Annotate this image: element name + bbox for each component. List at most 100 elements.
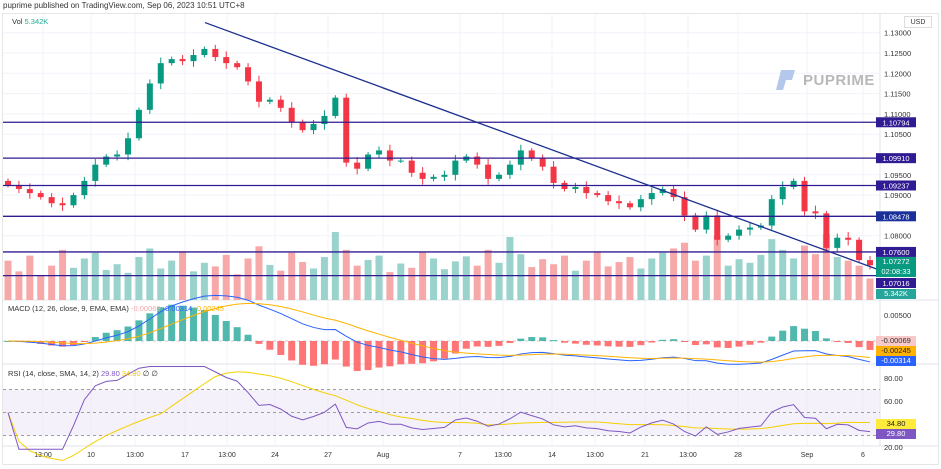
candle-body bbox=[135, 109, 142, 139]
vol-value: 5.342K bbox=[24, 17, 49, 26]
volume-bar bbox=[768, 239, 776, 300]
volume-bar bbox=[637, 268, 645, 300]
candle-body bbox=[725, 235, 732, 240]
volume-bar bbox=[168, 260, 176, 300]
volume-bar bbox=[844, 260, 852, 300]
macd-histogram-bar bbox=[811, 331, 819, 341]
candle-body bbox=[81, 180, 88, 196]
volume-bar bbox=[702, 255, 710, 300]
rsi-value: 29.80 bbox=[100, 369, 120, 378]
candle-body bbox=[441, 174, 448, 177]
trendline bbox=[204, 21, 881, 271]
volume-bar bbox=[670, 248, 678, 300]
candle-body bbox=[375, 150, 382, 155]
volume-bar bbox=[462, 256, 470, 300]
time-axis-label: 13:00 bbox=[494, 452, 512, 459]
macd-histogram-bar bbox=[255, 341, 263, 344]
candle-body bbox=[714, 215, 721, 240]
candle-body bbox=[266, 99, 273, 102]
volume-bar bbox=[495, 262, 503, 300]
volume-bar bbox=[135, 257, 143, 300]
volume-bar bbox=[735, 259, 743, 300]
macd-histogram-bar bbox=[200, 309, 208, 341]
candle-body bbox=[430, 176, 437, 179]
price-axis-label: 1.13000 bbox=[884, 29, 911, 38]
macd-histogram-bar bbox=[146, 313, 154, 341]
volume-bar bbox=[691, 260, 699, 300]
time-axis-label: 27 bbox=[324, 452, 332, 459]
macd-histogram-bar bbox=[484, 341, 492, 347]
time-axis-label: 10 bbox=[87, 452, 95, 459]
volume-bar bbox=[277, 270, 285, 300]
volume-bar bbox=[801, 245, 809, 300]
macd-histogram-bar bbox=[506, 341, 514, 344]
macd-histogram-bar bbox=[833, 341, 841, 342]
candle-body bbox=[354, 162, 361, 169]
candle-body bbox=[703, 215, 710, 230]
macd-line-value: -0.00314 bbox=[162, 304, 193, 313]
candle-body bbox=[801, 180, 808, 212]
macd-histogram-bar bbox=[724, 341, 732, 348]
volume-bar bbox=[69, 267, 77, 300]
macd-histogram-bar bbox=[288, 341, 296, 361]
candle-body bbox=[626, 203, 633, 208]
candle-body bbox=[637, 199, 644, 208]
level-tag: 1.09910 bbox=[882, 154, 909, 163]
volume-legend: Vol 5.342K bbox=[12, 17, 48, 26]
volume-bar bbox=[386, 272, 394, 300]
candle-body bbox=[845, 237, 852, 240]
level-tag: 1.07600 bbox=[882, 248, 909, 257]
macd-histogram-bar bbox=[37, 341, 45, 344]
price-axis-label: 1.12000 bbox=[884, 69, 911, 78]
macd-histogram-bar bbox=[768, 336, 776, 341]
candle-body bbox=[168, 59, 175, 64]
volume-bar bbox=[244, 258, 252, 300]
candle-body bbox=[496, 174, 503, 179]
candle-body bbox=[485, 164, 492, 179]
volume-bar bbox=[408, 267, 416, 300]
volume-bar bbox=[713, 235, 721, 300]
macd-histogram-bar bbox=[91, 336, 99, 341]
time-axis-label: 13:00 bbox=[679, 452, 697, 459]
volume-bar bbox=[440, 269, 448, 300]
volume-bar bbox=[528, 267, 536, 300]
volume-bar bbox=[866, 278, 874, 300]
macd-signal-value: -0.00245 bbox=[194, 304, 224, 313]
volume-bar bbox=[310, 268, 318, 300]
volume-bar bbox=[222, 254, 230, 300]
price-axis-label: 1.09000 bbox=[884, 191, 911, 200]
candle-body bbox=[856, 239, 863, 261]
chart-frame bbox=[2, 13, 939, 465]
macd-histogram-bar bbox=[233, 327, 241, 341]
volume-bar bbox=[822, 234, 830, 300]
currency-button[interactable]: USD bbox=[904, 16, 932, 28]
volume-bar bbox=[790, 258, 798, 300]
macd-histogram-bar bbox=[266, 341, 274, 350]
macd-histogram-bar bbox=[691, 341, 699, 346]
macd-histogram-bar bbox=[157, 307, 165, 341]
macd-hist-value: -0.00069 bbox=[130, 304, 161, 313]
candle-body bbox=[681, 197, 688, 216]
watermark-text: PUPRIME bbox=[803, 71, 875, 89]
candle-body bbox=[223, 57, 230, 64]
volume-bar bbox=[560, 255, 568, 300]
candle-body bbox=[190, 55, 197, 62]
volume-bar bbox=[375, 255, 383, 300]
macd-histogram-bar bbox=[135, 320, 143, 341]
volume-bar bbox=[233, 274, 241, 300]
macd-histogram-bar bbox=[59, 341, 67, 347]
candle-body bbox=[310, 124, 317, 131]
macd-histogram-bar bbox=[528, 337, 536, 341]
candle-body bbox=[48, 197, 55, 204]
volume-bar bbox=[582, 260, 590, 300]
volume-bar bbox=[15, 271, 23, 300]
candle-body bbox=[572, 186, 579, 190]
time-axis-label: 14 bbox=[548, 452, 556, 459]
candle-body bbox=[594, 193, 601, 196]
macd-histogram-bar bbox=[844, 341, 852, 344]
volume-bar bbox=[811, 254, 819, 300]
candle-body bbox=[550, 166, 557, 183]
macd-histogram-bar bbox=[648, 341, 656, 343]
volume-bar bbox=[604, 266, 612, 300]
